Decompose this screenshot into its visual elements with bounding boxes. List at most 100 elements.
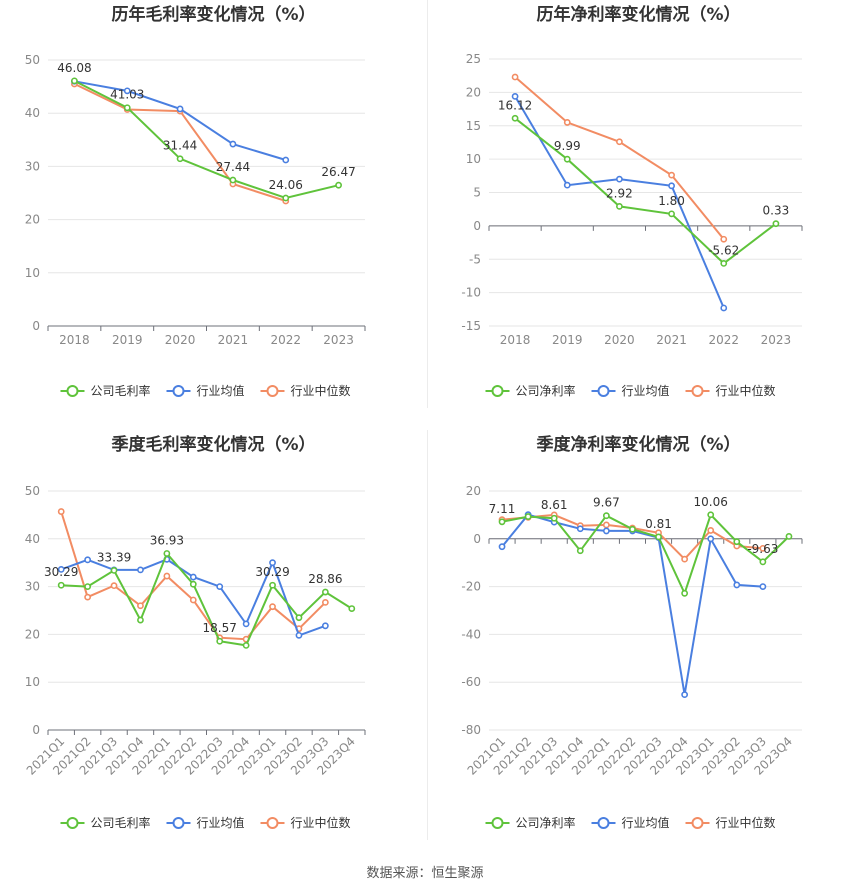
series-line-median — [501, 513, 763, 561]
series-line-company — [514, 117, 777, 265]
x-tick-label: 2021 — [656, 333, 687, 347]
x-tick-label: 2023 — [323, 333, 354, 347]
legend-item-company: 公司净利率 — [485, 815, 576, 830]
data-label: 0.81 — [645, 517, 672, 531]
y-tick-label: 50 — [25, 53, 40, 67]
data-point-mean — [321, 622, 329, 630]
legend-label: 公司毛利率 — [91, 383, 151, 398]
x-tick-label: 2023 — [761, 333, 792, 347]
legend-marker — [66, 817, 79, 829]
x-tick-label: 2019 — [112, 333, 143, 347]
data-point-median — [616, 138, 623, 146]
data-point-mean — [176, 105, 184, 113]
legend-item-median: 行业中位数 — [260, 383, 351, 398]
data-point-mean — [242, 620, 250, 628]
data-point-mean — [707, 535, 715, 543]
chart-title: 历年毛利率变化情况（%） — [111, 4, 315, 25]
data-point-median — [269, 603, 276, 611]
legend-marker — [597, 385, 610, 397]
data-point-mean — [563, 181, 571, 189]
data-point-median — [110, 582, 118, 590]
data-point-company — [733, 538, 741, 546]
data-label: 9.99 — [554, 139, 581, 153]
y-tick-label: 20 — [466, 85, 481, 99]
y-tick-label: 30 — [25, 159, 40, 173]
data-source-note: 数据来源：恒生聚源 — [366, 866, 484, 881]
data-point-company — [511, 114, 519, 122]
data-point-company — [524, 513, 532, 520]
y-tick-label: 0 — [473, 532, 481, 546]
data-label: 28.86 — [308, 572, 342, 586]
data-point-median — [563, 119, 571, 126]
data-label: 16.12 — [498, 98, 532, 112]
chart-svg: 季度毛利率变化情况（%）010203040502021Q12021Q22021Q… — [24, 434, 366, 830]
legend-item-mean: 行业均值 — [591, 383, 670, 398]
y-tick-label: -20 — [461, 580, 481, 594]
data-point-median — [602, 521, 610, 529]
y-tick-label: -80 — [461, 723, 481, 737]
y-tick-label: -60 — [461, 675, 481, 689]
data-label: 41.03 — [110, 88, 144, 102]
data-point-mean — [295, 631, 303, 639]
data-point-mean — [216, 583, 224, 590]
data-point-median — [321, 598, 329, 606]
y-tick-label: -15 — [461, 319, 481, 333]
data-point-company — [498, 518, 506, 526]
legend-item-mean: 行业均值 — [166, 815, 245, 830]
data-point-company — [137, 616, 144, 624]
x-tick-label: 2018 — [500, 333, 531, 347]
data-point-company — [84, 583, 92, 590]
data-point-mean — [681, 691, 689, 699]
quarterly-net-margin-chart: 季度净利率变化情况（%） -80 -60 -40 -20 0 20 2021Q1 2021Q2 2… — [427, 430, 850, 840]
y-tick-label: 20 — [25, 213, 40, 227]
data-point-median — [720, 235, 728, 243]
legend-label: 行业中位数 — [291, 383, 351, 398]
legend-item-company: 公司毛利率 — [60, 383, 151, 398]
y-tick-label: 0 — [32, 319, 40, 333]
y-tick-label: 0 — [473, 219, 481, 233]
legend-marker — [491, 817, 504, 829]
data-point-mean — [511, 92, 519, 100]
legend-label: 行业中位数 — [291, 815, 351, 830]
data-point-mean — [229, 140, 237, 148]
data-point-company — [216, 637, 224, 645]
y-tick-label: 20 — [466, 484, 481, 498]
chart-title: 季度毛利率变化情况（%） — [111, 434, 315, 455]
y-tick-label: 30 — [25, 580, 40, 594]
data-point-mean — [720, 304, 728, 312]
data-point-mean — [498, 543, 506, 551]
legend-label: 公司净利率 — [516, 815, 576, 830]
y-tick-label: 40 — [25, 106, 40, 120]
data-point-mean — [57, 565, 65, 573]
y-tick-label: 10 — [466, 152, 481, 166]
y-tick-label: -5 — [469, 252, 481, 266]
legend-item-mean: 行业均值 — [591, 815, 670, 830]
legend-label: 行业均值 — [622, 815, 670, 830]
data-point-company — [176, 155, 184, 163]
data-point-company — [629, 525, 636, 533]
data-point-median — [189, 596, 197, 604]
y-tick-label: 20 — [25, 627, 40, 641]
data-point-mean — [668, 182, 675, 190]
data-label: 46.08 — [57, 61, 91, 75]
data-point-median — [668, 171, 675, 179]
data-label: 1.80 — [658, 194, 685, 208]
chart-svg: 历年净利率变化情况（%） -15 -10 -5 0 5 10 15 20 25 2018 2019 20… — [461, 4, 803, 398]
data-point-mean — [269, 559, 276, 567]
legend-item-company: 公司净利率 — [485, 383, 576, 398]
chart-title: 历年净利率变化情况（%） — [536, 4, 740, 25]
data-point-company — [335, 181, 342, 189]
data-point-median — [681, 555, 689, 563]
vertical-divider-top — [427, 0, 428, 408]
data-point-company — [681, 589, 689, 597]
data-point-mean — [84, 556, 92, 564]
series-line-company — [501, 512, 790, 597]
data-label: 30.29 — [255, 565, 289, 579]
y-tick-label: -10 — [461, 286, 481, 300]
legend-label: 行业均值 — [197, 383, 245, 398]
data-point-company — [269, 581, 276, 589]
y-tick-label: 5 — [473, 186, 481, 200]
data-point-company — [110, 566, 118, 574]
data-point-median — [84, 593, 92, 601]
data-point-company — [163, 550, 171, 557]
